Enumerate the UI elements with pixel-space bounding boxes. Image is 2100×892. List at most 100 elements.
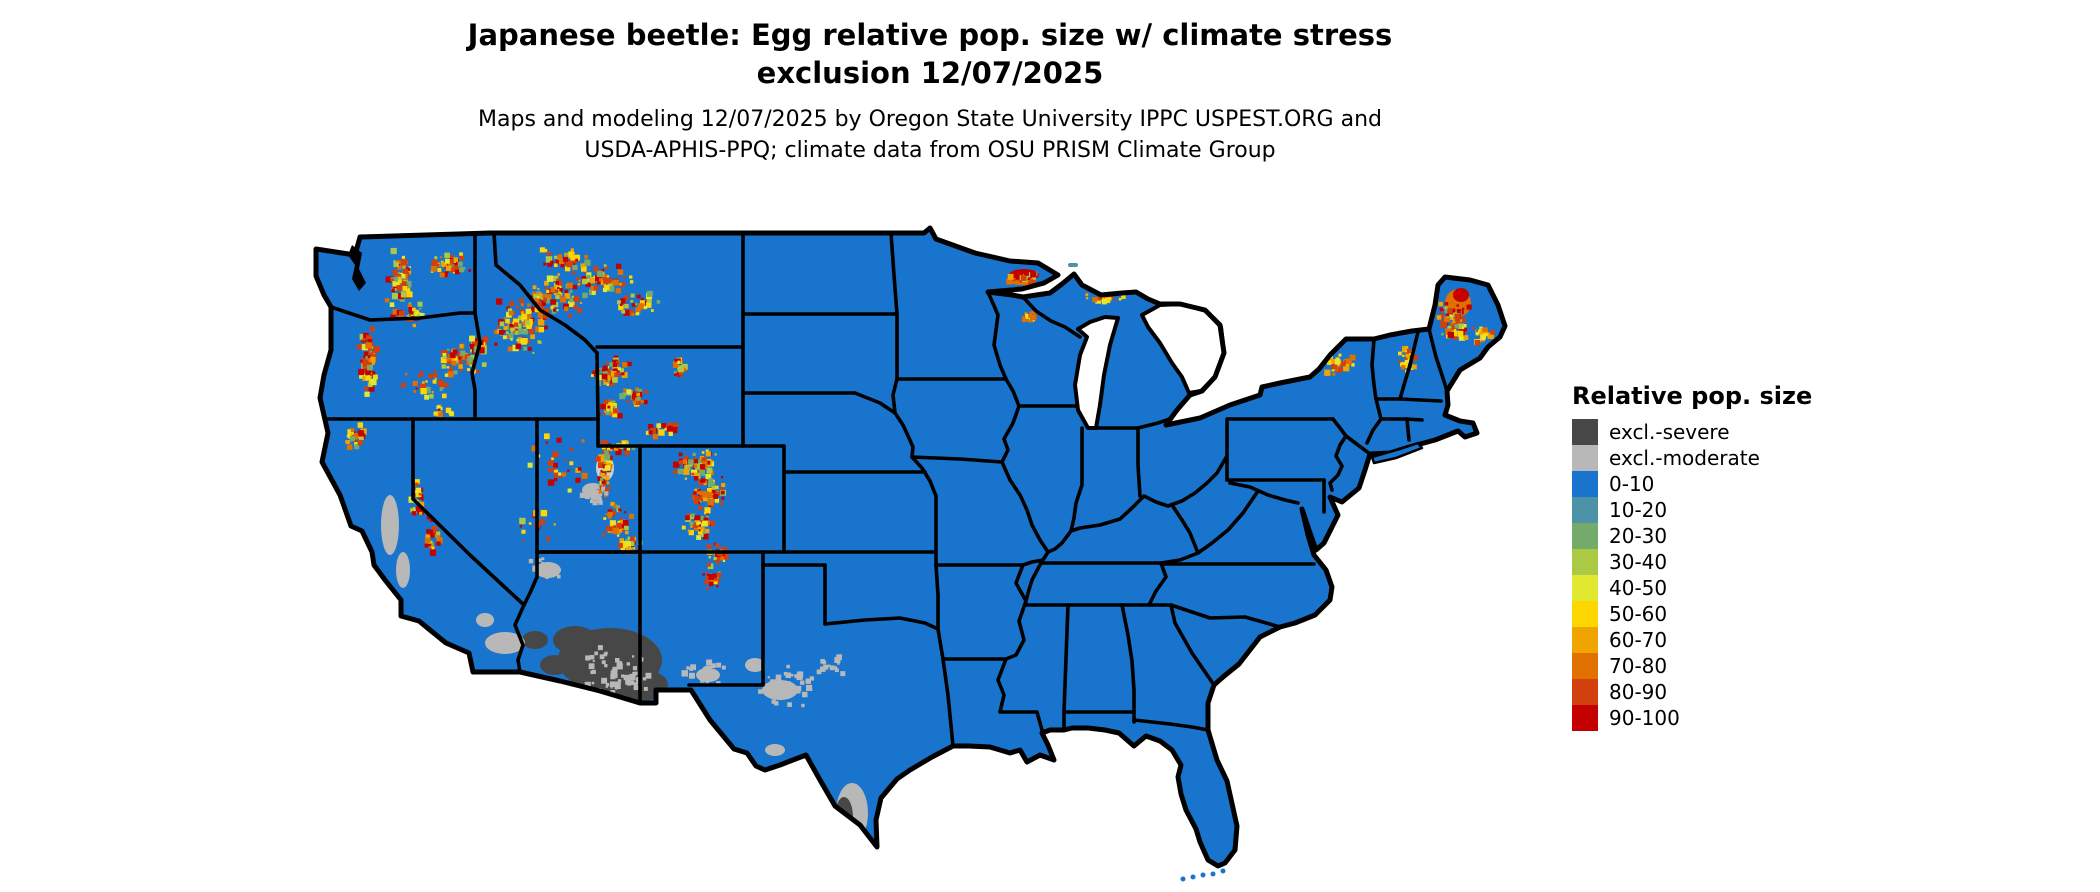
- legend: Relative pop. size excl.-severe excl.-mod…: [1572, 382, 1812, 731]
- legend-swatch-30-40: [1572, 549, 1598, 575]
- hotspot-ut-gray-speckle: [579, 486, 609, 506]
- legend-swatch-0-10: [1572, 471, 1598, 497]
- conus-outline: [313, 225, 1508, 869]
- patch-big-bend-moderate: [765, 744, 785, 756]
- legend-label: excl.-moderate: [1609, 446, 1760, 470]
- map-subtitle-line1: Maps and modeling 12/07/2025 by Oregon S…: [478, 107, 1382, 132]
- patch-west-texas-moderate-2: [745, 658, 765, 672]
- hotspot-wind-river: [619, 387, 649, 407]
- florida-keys-dot: [1180, 876, 1186, 882]
- legend-item: 30-40: [1572, 549, 1812, 575]
- us-map: [313, 225, 1508, 882]
- hotspot-bighorn: [672, 357, 688, 378]
- map-title-line1: Japanese beetle: Egg relative pop. size …: [467, 18, 1393, 52]
- legend-swatch-60-70: [1572, 627, 1598, 653]
- hotspot-id-central: [494, 298, 549, 354]
- hotspot-wy-south: [645, 422, 679, 440]
- legend-label: 80-90: [1609, 680, 1668, 704]
- legend-item: excl.-severe: [1572, 419, 1812, 445]
- hotspot-wa-okanogan: [430, 252, 472, 278]
- legend-item: 70-80: [1572, 653, 1812, 679]
- hotspot-klamath: [345, 422, 367, 450]
- florida-keys-dot: [1220, 868, 1226, 874]
- hotspot-maine-central: [1436, 300, 1472, 341]
- hotspot-sierra-s: [424, 515, 443, 556]
- hotspot-wa-cascades: [384, 247, 413, 307]
- hotspot-maine-downeast: [1472, 326, 1495, 346]
- hotspot-mt-farwest: [539, 247, 588, 272]
- isle-royale: [1068, 263, 1078, 267]
- hotspot-mt-central: [617, 290, 661, 316]
- florida-keys-dot: [1210, 871, 1216, 877]
- legend-label: 70-80: [1609, 654, 1668, 678]
- legend-rows: excl.-severe excl.-moderate 0-10 10-20 20-30…: [1572, 419, 1812, 731]
- legend-label: 20-30: [1609, 524, 1668, 548]
- hotspot-id-panhandle: [530, 273, 583, 318]
- hotspot-or-cascades: [357, 326, 380, 397]
- patch-owens-moderate: [476, 613, 494, 627]
- hotspot-co-rockies-c: [691, 476, 727, 515]
- legend-item: 10-20: [1572, 497, 1812, 523]
- long-island: [1370, 441, 1424, 465]
- legend-item: 50-60: [1572, 601, 1812, 627]
- legend-item: 40-50: [1572, 575, 1812, 601]
- legend-label: 90-100: [1609, 706, 1680, 730]
- map-subtitle: Maps and modeling 12/07/2025 by Oregon S…: [0, 104, 1860, 166]
- legend-swatch-10-20: [1572, 497, 1598, 523]
- patch-arizona-severe-west: [553, 626, 597, 654]
- legend-item: 80-90: [1572, 679, 1812, 705]
- hotspot-adirondacks: [1324, 353, 1356, 376]
- hotspot-wy-west: [596, 399, 623, 419]
- hotspot-nv-ranges-n: [527, 433, 601, 493]
- legend-title: Relative pop. size: [1572, 382, 1813, 410]
- legend-label: 10-20: [1609, 498, 1668, 522]
- legend-label: 0-10: [1609, 472, 1655, 496]
- hotspot-wtx-gray-speckle: [758, 664, 814, 708]
- us-map-container: [310, 225, 1535, 885]
- header: Japanese beetle: Egg relative pop. size …: [0, 16, 1860, 166]
- legend-label: 30-40: [1609, 550, 1668, 574]
- hotspot-mn-arrowhead: [1006, 270, 1038, 287]
- legend-swatch-80-90: [1572, 679, 1598, 705]
- hotspot-or-east-scatter: [401, 371, 449, 400]
- hotspot-co-rockies-s: [681, 512, 716, 540]
- hotspot-utah-plateau: [601, 501, 634, 537]
- hotspot-steens: [433, 404, 454, 418]
- legend-swatch-90-100: [1572, 705, 1598, 731]
- legend-item: excl.-moderate: [1572, 445, 1812, 471]
- hotspot-nm-north: [702, 571, 722, 590]
- patch-west-texas-moderate-1: [762, 680, 798, 700]
- legend-item: 20-30: [1572, 523, 1812, 549]
- patch-central-valley-moderate-n: [381, 495, 399, 555]
- legend-label: 50-60: [1609, 602, 1668, 626]
- legend-swatch-excl.-severe: [1572, 419, 1598, 445]
- legend-item: 90-100: [1572, 705, 1812, 731]
- florida-keys-dot: [1190, 874, 1196, 880]
- map-title: Japanese beetle: Egg relative pop. size …: [0, 16, 1860, 92]
- legend-swatch-50-60: [1572, 601, 1598, 627]
- lake-michigan: [1073, 315, 1120, 430]
- patch-california-severe-desert: [522, 631, 548, 649]
- legend-swatch-70-80: [1572, 653, 1598, 679]
- legend-item: 0-10: [1572, 471, 1812, 497]
- hotspot-ctx-gray-speckle: [816, 654, 846, 677]
- puget-sound: [348, 245, 366, 291]
- legend-swatch-20-30: [1572, 523, 1598, 549]
- legend-swatch-40-50: [1572, 575, 1598, 601]
- map-title-line2: exclusion 12/07/2025: [756, 56, 1104, 90]
- hotspot-co-rockies-n: [673, 449, 717, 481]
- legend-label: 40-50: [1609, 576, 1668, 600]
- hotspot-wasatch: [596, 440, 613, 498]
- map-subtitle-line2: USDA-APHIS-PPQ; climate data from OSU PR…: [584, 138, 1276, 163]
- patch-mojave-moderate: [485, 632, 525, 654]
- legend-item: 60-70: [1572, 627, 1812, 653]
- hotspot-mt-west: [571, 259, 634, 299]
- hotspot-blue-mountains: [433, 343, 487, 378]
- legend-swatch-excl.-moderate: [1572, 445, 1598, 471]
- legend-label: excl.-severe: [1609, 420, 1730, 444]
- patch-central-valley-moderate-s: [396, 552, 410, 588]
- legend-label: 60-70: [1609, 628, 1668, 652]
- patch-maine-north-red: [1453, 288, 1469, 302]
- patch-arizona-severe-yuma: [540, 655, 570, 675]
